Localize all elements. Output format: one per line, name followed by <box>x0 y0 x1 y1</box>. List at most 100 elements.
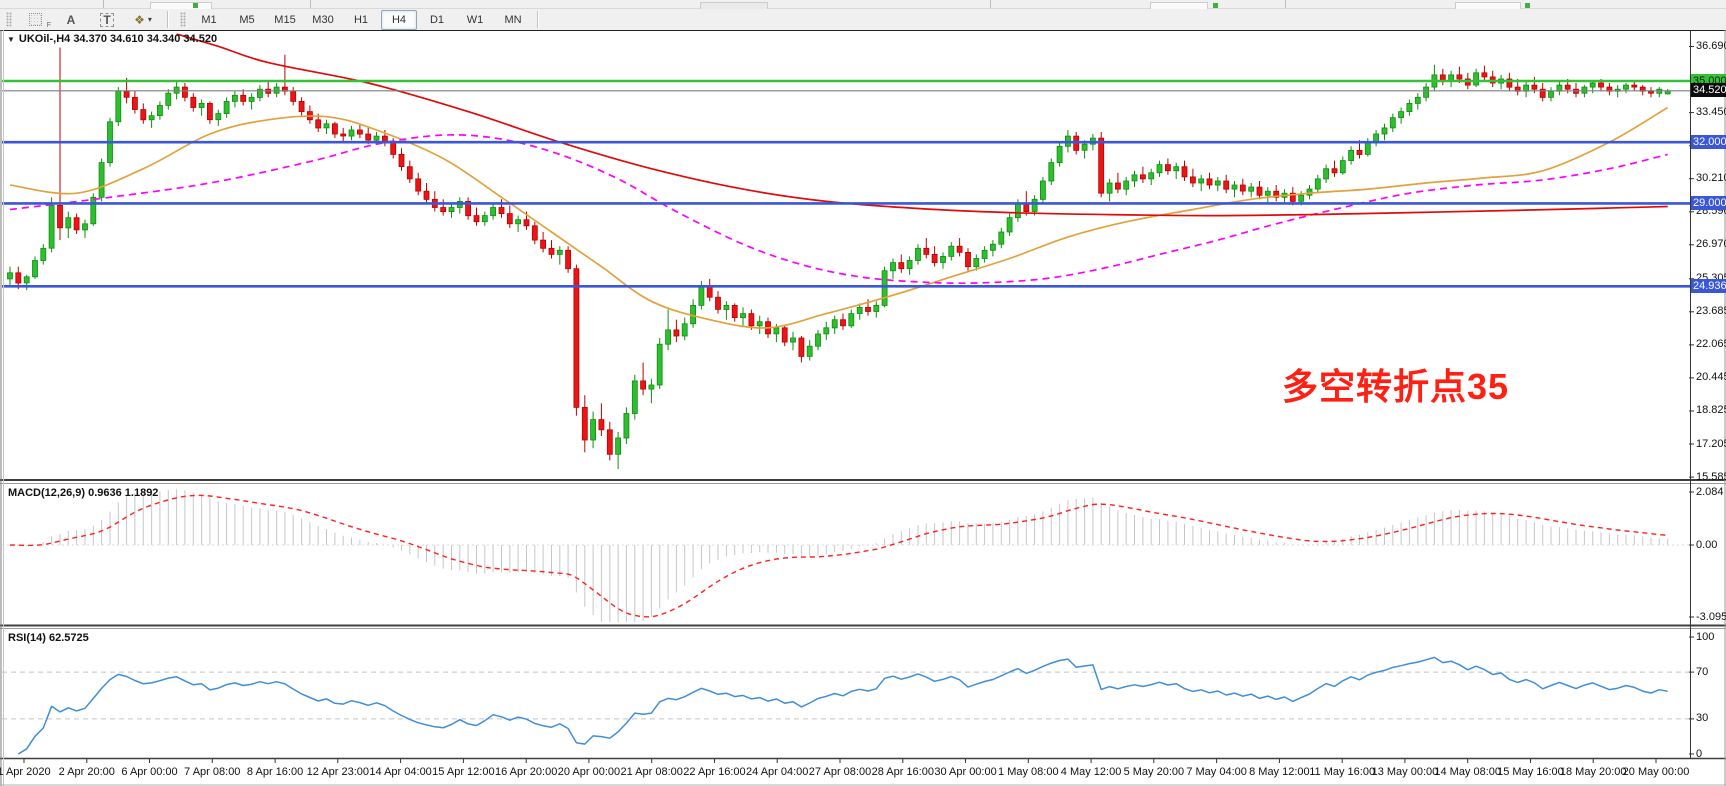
price-axis-label: 33.450 <box>1696 106 1726 118</box>
text-annotation-icon: A <box>66 12 76 27</box>
clipped-pressed-button <box>700 2 768 9</box>
timeframe-button-m15[interactable]: M15 <box>274 13 296 26</box>
timeframe-toolbar: M1 M5 M15 M30 H1 H4 D1 W1 MN <box>191 9 531 30</box>
toolbar-drag-handle[interactable] <box>6 12 12 27</box>
toolbar-separator <box>167 11 168 28</box>
panel-borders <box>0 30 1726 786</box>
time-axis-label: 8 Apr 16:00 <box>246 766 304 778</box>
geometry-shapes-icon: ❖ <box>134 12 145 27</box>
time-axis-label: 12 Apr 23:00 <box>306 766 370 778</box>
timeframe-button-m1[interactable]: M1 <box>201 13 217 26</box>
time-axis-label: 21 Apr 08:00 <box>620 766 683 778</box>
strip-separator <box>990 0 991 8</box>
macd-axis-label: 2.084 <box>1696 486 1724 498</box>
timeframe-button-m5[interactable]: M5 <box>239 13 255 26</box>
price-axis-label: 18.825 <box>1696 404 1726 416</box>
text-box-icon: T <box>100 12 114 27</box>
time-ticks <box>23 759 1657 763</box>
price-axis-label: 17.205 <box>1696 438 1726 450</box>
time-axis-label: 22 Apr 16:00 <box>683 766 746 778</box>
dropdown-caret-icon: ▾ <box>147 15 152 24</box>
clipped-green-button <box>1525 3 1530 8</box>
grid-snap-button[interactable]: F <box>17 10 53 30</box>
time-axis-label: 20 Apr 00:00 <box>557 766 621 778</box>
time-axis-label: 18 May 20:00 <box>1559 766 1627 778</box>
price-badge: 24.936 <box>1691 279 1726 293</box>
clipped-toolbar-strip <box>0 0 1726 9</box>
time-axis-label: 13 May 00:00 <box>1371 766 1439 778</box>
toolbar-separator <box>537 11 538 28</box>
time-axis-label: 20 May 00:00 <box>1622 766 1690 778</box>
macd-indicator-label: MACD(12,26,9) 0.9636 1.1892 <box>8 487 159 499</box>
time-axis-label: 27 Apr 08:00 <box>808 766 872 778</box>
axis-ticks <box>1689 46 1694 755</box>
macd-histogram <box>17 489 1669 622</box>
timeframe-button-mn[interactable]: MN <box>504 13 522 26</box>
price-axis-label: 22.065 <box>1696 338 1726 350</box>
price-badge: 32.000 <box>1691 135 1726 149</box>
price-badge: 29.000 <box>1691 196 1726 210</box>
toolbar-drag-handle[interactable] <box>180 12 186 27</box>
chart-symbol-title: ▼ UKOil-,H4 34.370 34.610 34.340 34.520 <box>7 33 217 45</box>
rsi-axis-label: 30 <box>1696 712 1709 724</box>
clipped-green-button <box>193 3 198 8</box>
time-axis-label: 4 May 12:00 <box>1060 766 1122 778</box>
rsi-level-lines <box>2 671 1690 720</box>
timeframe-button-h1[interactable]: H1 <box>353 13 369 26</box>
ma-mid-magenta <box>9 134 1668 285</box>
symbol-ohlc-text: UKOil-,H4 34.370 34.610 34.340 34.520 <box>18 33 218 45</box>
timeframe-button-m30[interactable]: M30 <box>312 13 334 26</box>
timeframe-button-h4[interactable]: H4 <box>381 9 417 30</box>
time-axis-label: 5 May 20:00 <box>1123 766 1185 778</box>
price-axis-label: 23.685 <box>1696 305 1726 317</box>
horizontal-level-lines <box>2 79 1690 288</box>
rsi-indicator-label: RSI(14) 62.5725 <box>8 632 89 644</box>
rsi-axis-label: 100 <box>1696 631 1715 643</box>
time-axis-label: 6 Apr 00:00 <box>121 766 178 778</box>
chart-context-arrow-icon[interactable]: ▼ <box>7 34 15 44</box>
strip-separator <box>103 0 104 8</box>
time-axis-label: 7 May 04:00 <box>1186 766 1247 778</box>
time-axis-label: 7 Apr 08:00 <box>184 766 241 778</box>
clipped-green-button <box>1213 3 1218 8</box>
text-box-button[interactable]: T <box>89 10 125 30</box>
price-axis-label: 36.690 <box>1696 40 1726 52</box>
time-axis-label: 2 Apr 20:00 <box>58 766 115 778</box>
macd-axis-label: -3.0957 <box>1696 611 1726 623</box>
time-axis-label: 8 May 12:00 <box>1249 766 1310 778</box>
time-axis-label: 15 Apr 12:00 <box>432 766 495 778</box>
time-axis-label: 30 Apr 00:00 <box>934 766 997 778</box>
candles-group <box>7 47 1671 469</box>
grid-f-sub-icon: F <box>46 21 51 29</box>
macd-signal-line <box>9 494 1668 618</box>
price-axis-label: 30.210 <box>1696 172 1726 184</box>
time-axis-label: 28 Apr 16:00 <box>871 766 934 778</box>
grid-snap-icon <box>28 13 42 26</box>
rsi-axis-label: 0 <box>1696 748 1703 760</box>
rsi-line <box>17 656 1668 755</box>
macd-axis-label: 0.00 <box>1696 539 1718 551</box>
text-annotation-button[interactable]: A <box>53 10 89 30</box>
timeframe-button-w1[interactable]: W1 <box>466 13 484 26</box>
strip-separator <box>310 0 311 8</box>
time-axis-label: 11 May 16:00 <box>1309 766 1376 778</box>
strip-separator <box>1285 0 1286 8</box>
price-badge: 34.520 <box>1691 83 1726 97</box>
clipped-button <box>150 2 212 9</box>
time-axis-label: 16 Apr 20:00 <box>494 766 558 778</box>
drawing-tools-group: F A T ❖ ▾ <box>17 10 161 30</box>
clipped-button <box>1455 2 1521 9</box>
clipped-button <box>1150 2 1208 9</box>
price-axis-label: 15.585 <box>1696 471 1726 483</box>
geometry-shapes-button[interactable]: ❖ ▾ <box>125 10 161 30</box>
chart-annotation-text[interactable]: 多空转折点35 <box>1282 366 1510 407</box>
time-axis-label: 1 May 08:00 <box>998 766 1059 778</box>
toolbar: F A T ❖ ▾ M1 M5 M15 M30 H1 H4 D1 W1 MN <box>0 9 1726 30</box>
time-axis-label: 24 Apr 04:00 <box>746 766 809 778</box>
price-axis-label: 26.970 <box>1696 238 1726 250</box>
timeframe-button-d1[interactable]: D1 <box>429 13 445 26</box>
time-axis-label: 1 Apr 2020 <box>0 766 51 778</box>
time-axis-label: 15 May 16:00 <box>1497 766 1564 778</box>
rsi-axis-label: 70 <box>1696 666 1709 678</box>
